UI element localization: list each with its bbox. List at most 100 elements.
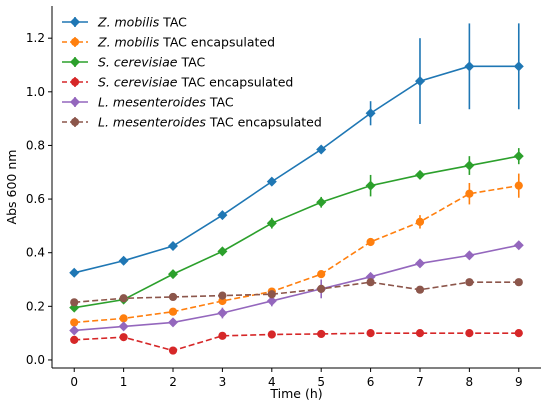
- data-point: [70, 318, 79, 327]
- data-point: [168, 240, 179, 251]
- data-point: [366, 329, 375, 338]
- series-3: [69, 148, 524, 313]
- series-line: [74, 65, 519, 274]
- legend-marker: [70, 117, 80, 127]
- data-point: [316, 144, 327, 155]
- legend-item: S. cerevisiae TAC: [62, 55, 205, 70]
- data-point: [317, 284, 326, 293]
- series-2: [70, 173, 523, 327]
- data-point: [514, 329, 523, 338]
- data-point: [70, 335, 79, 344]
- data-point: [168, 346, 178, 355]
- legend-item: Z. mobilis TAC encapsulated: [62, 35, 275, 50]
- data-point: [118, 255, 129, 266]
- series-1: [69, 23, 524, 278]
- legend-marker: [70, 97, 80, 107]
- data-point: [415, 329, 425, 338]
- plot-area: [69, 23, 524, 355]
- legend-label: Z. mobilis TAC encapsulated: [97, 35, 275, 50]
- x-tick-label: 1: [120, 375, 128, 389]
- data-point: [317, 329, 326, 339]
- legend-marker: [70, 77, 80, 87]
- series-line: [74, 281, 519, 304]
- series-6: [70, 278, 523, 307]
- legend-item: S. cerevisiae TAC encapsulated: [62, 75, 293, 90]
- x-tick-label: 8: [466, 375, 474, 389]
- y-tick-label: 1.2: [26, 31, 45, 45]
- legend-organism: L. mesenteroides: [98, 95, 206, 110]
- data-point: [119, 294, 128, 303]
- series-line: [74, 184, 519, 324]
- data-point: [217, 308, 228, 319]
- data-point: [513, 61, 524, 72]
- data-point: [465, 329, 474, 338]
- data-point: [266, 218, 277, 229]
- data-point: [366, 237, 375, 247]
- data-point: [414, 258, 425, 269]
- legend-label: L. mesenteroides TAC: [98, 95, 234, 110]
- data-point: [465, 278, 474, 287]
- legend-suffix: TAC: [206, 95, 234, 110]
- data-point: [266, 295, 277, 306]
- series-line: [74, 332, 519, 352]
- data-point: [415, 285, 425, 294]
- data-point: [464, 61, 475, 72]
- x-tick-label: 6: [367, 375, 375, 389]
- legend-organism: Z. mobilis: [97, 15, 160, 30]
- data-point: [266, 176, 277, 187]
- data-point: [415, 217, 425, 226]
- x-tick-label: 4: [268, 375, 276, 389]
- x-tick-label: 0: [70, 375, 78, 389]
- y-axis-ticks: 0.0 0.2 0.4 0.6 0.8 1.0 1.2: [26, 31, 52, 367]
- data-point: [366, 278, 375, 287]
- axes: 0 1 2 3 4 5 6 7 8 9 0.0 0.2 0.4 0.6 0.8 1.0 1.2 Time (h…: [4, 6, 541, 401]
- data-point: [119, 333, 128, 342]
- legend-item: L. mesenteroides TAC encapsulated: [62, 115, 322, 130]
- legend-organism: Z. mobilis: [97, 35, 160, 50]
- legend-marker: [70, 57, 80, 67]
- data-point: [465, 189, 474, 198]
- y-tick-label: 0.8: [26, 138, 45, 152]
- legend-marker: [70, 37, 80, 47]
- data-point: [316, 197, 327, 208]
- data-point: [168, 307, 178, 316]
- x-tick-label: 5: [317, 375, 325, 389]
- series-5: [69, 240, 524, 336]
- data-point: [168, 317, 179, 328]
- legend-label: S. cerevisiae TAC: [98, 55, 205, 70]
- data-point: [267, 330, 276, 339]
- y-tick-label: 1.0: [26, 85, 45, 99]
- data-point: [69, 325, 80, 336]
- data-point: [69, 267, 80, 278]
- legend-suffix: TAC: [177, 55, 205, 70]
- legend-suffix: TAC encapsulated: [177, 75, 293, 90]
- data-point: [217, 210, 228, 221]
- data-point: [365, 108, 376, 119]
- x-tick-label: 3: [219, 375, 227, 389]
- y-tick-label: 0.2: [26, 299, 45, 313]
- data-point: [119, 314, 128, 323]
- data-point: [514, 181, 523, 190]
- data-point: [513, 240, 524, 251]
- legend-suffix: TAC: [159, 15, 187, 30]
- x-axis-ticks: 0 1 2 3 4 5 6 7 8 9: [70, 368, 523, 389]
- x-tick-label: 2: [169, 375, 177, 389]
- legend-organism: L. mesenteroides: [98, 115, 206, 130]
- legend-organism: S. cerevisiae: [98, 55, 178, 70]
- series-4: [70, 329, 523, 355]
- legend-item: L. mesenteroides TAC: [62, 95, 234, 110]
- data-point: [168, 269, 179, 280]
- data-point: [414, 76, 425, 87]
- data-point: [168, 292, 178, 302]
- data-point: [464, 160, 475, 171]
- data-point: [513, 151, 524, 162]
- data-point: [218, 331, 227, 340]
- x-tick-label: 9: [515, 375, 523, 389]
- y-tick-label: 0.6: [26, 192, 45, 206]
- legend-marker: [70, 17, 80, 27]
- data-point: [267, 290, 276, 299]
- series-line: [74, 155, 519, 309]
- legend-label: L. mesenteroides TAC encapsulated: [98, 115, 322, 130]
